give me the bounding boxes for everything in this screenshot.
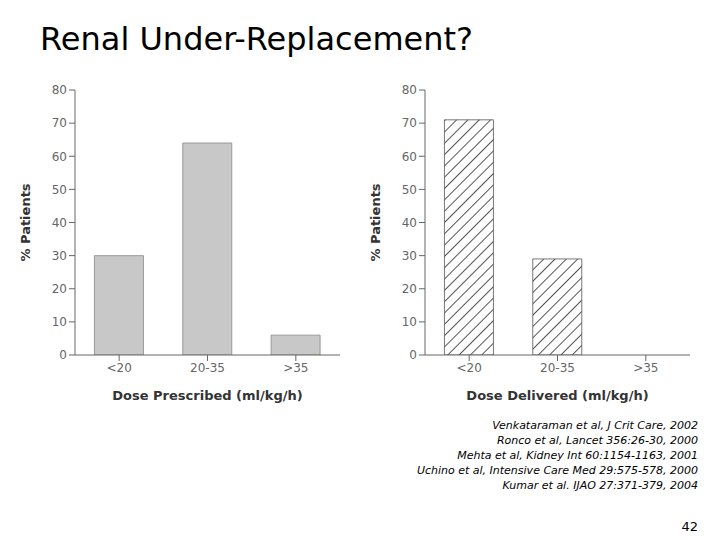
svg-text:30: 30: [52, 249, 67, 263]
svg-text:60: 60: [402, 150, 417, 164]
svg-text:70: 70: [52, 116, 67, 130]
svg-text:40: 40: [52, 216, 67, 230]
svg-text:% Patients: % Patients: [368, 183, 383, 261]
svg-text:Dose Prescribed (ml/kg/h): Dose Prescribed (ml/kg/h): [112, 388, 302, 403]
svg-text:>35: >35: [283, 361, 308, 375]
svg-text:40: 40: [402, 216, 417, 230]
html-text:Kumar et al. IJAO 27:371-379,: Kumar et al. IJAO 27:371-379, 2004: [502, 479, 698, 492]
svg-text:% Patients: % Patients: [18, 183, 33, 261]
html-text:Venkataraman et al, J Crit Car: Venkataraman et al, J Crit Care, 2002: [492, 419, 698, 432]
svg-text:20: 20: [52, 282, 67, 296]
svg-text:50: 50: [52, 183, 67, 197]
svg-text:>35: >35: [633, 361, 658, 375]
svg-text:20: 20: [402, 282, 417, 296]
html-text:Uchino et al, Intensive Care M: Uchino et al, Intensive Care Med 29:575-…: [416, 464, 698, 477]
svg-text:0: 0: [409, 348, 417, 362]
svg-text:80: 80: [52, 83, 67, 97]
svg-text:50: 50: [402, 183, 417, 197]
svg-text:10: 10: [402, 315, 417, 329]
svg-text:70: 70: [402, 116, 417, 130]
svg-text:20-35: 20-35: [190, 361, 225, 375]
html-text:Mehta et al, Kidney Int 60:115: Mehta et al, Kidney Int 60:1154-1163, 20…: [457, 449, 698, 462]
html-text:Ronco et al, Lancet 356:26-30,: Ronco et al, Lancet 356:26-30, 2000: [496, 434, 698, 447]
svg-text:0: 0: [59, 348, 67, 362]
svg-text:80: 80: [402, 83, 417, 97]
html-text:42: 42: [681, 519, 698, 534]
svg-text:60: 60: [52, 150, 67, 164]
html-text:Renal Under-Replacement?: Renal Under-Replacement?: [40, 20, 473, 58]
svg-text:20-35: 20-35: [540, 361, 575, 375]
svg-text:30: 30: [402, 249, 417, 263]
svg-text:10: 10: [52, 315, 67, 329]
svg-text:<20: <20: [457, 361, 482, 375]
svg-text:Dose Delivered (ml/kg/h): Dose Delivered (ml/kg/h): [466, 388, 648, 403]
svg-text:<20: <20: [107, 361, 132, 375]
